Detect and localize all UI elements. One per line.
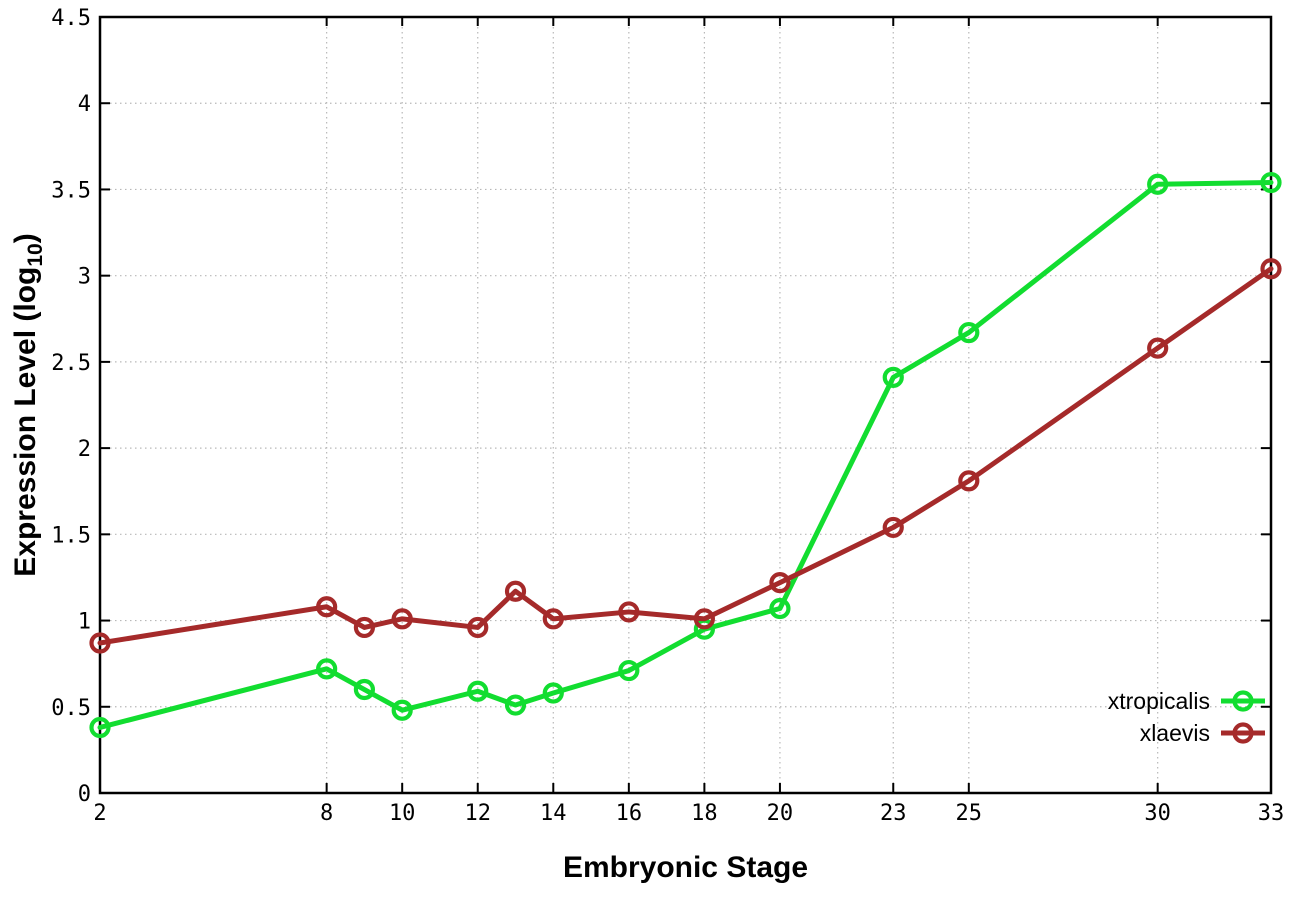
data-point-marker-xtropicalis [1147, 173, 1169, 195]
data-point-marker-xtropicalis [958, 321, 980, 344]
data-point-marker-xtropicalis [391, 699, 413, 721]
x-tick-label: 30 [1144, 801, 1171, 826]
series-xtropicalis [89, 171, 1282, 739]
data-point-marker-xtropicalis [882, 366, 904, 389]
data-point-marker-xtropicalis [353, 678, 376, 701]
legend-marker-icon [1232, 722, 1254, 744]
data-point-marker-xtropicalis [504, 694, 527, 716]
x-tick-label: 20 [767, 801, 794, 826]
x-tick-label: 12 [464, 801, 491, 826]
data-point-marker-xlaevis [958, 470, 980, 492]
y-tick-label: 1.5 [51, 523, 91, 548]
data-point-marker-xlaevis [769, 572, 791, 594]
data-point-marker-xtropicalis [1260, 171, 1282, 194]
gridlines [100, 17, 1271, 793]
legend-label-xlaevis: xlaevis [1140, 720, 1210, 746]
y-tick-label: 2 [78, 437, 91, 462]
x-tick-label: 18 [691, 801, 718, 826]
data-point-marker-xlaevis [542, 608, 564, 630]
plot-border [98, 15, 1273, 795]
x-tick-label: 10 [389, 801, 416, 826]
y-tick-label: 1 [78, 610, 91, 635]
y-axis-title-main: Expression Level (log [9, 267, 42, 577]
y-tick-label: 4.5 [51, 6, 91, 31]
legend-entry-xtropicalis: xtropicalis [1108, 688, 1265, 714]
x-tick-label: 33 [1258, 801, 1285, 826]
legend-marker-icon [1232, 690, 1254, 712]
data-point-marker-xlaevis [504, 580, 527, 602]
y-axis-title: Expression Level (log10) [9, 233, 47, 576]
data-point-marker-xlaevis [1147, 337, 1169, 359]
x-tick-label: 2 [93, 801, 106, 826]
y-tick-label: 0.5 [51, 696, 91, 721]
y-tick-label: 3 [78, 265, 91, 290]
y-tick-label: 4 [78, 92, 91, 117]
data-point-marker-xtropicalis [769, 597, 791, 620]
data-point-marker-xlaevis [1260, 258, 1282, 280]
x-tick-label: 23 [880, 801, 907, 826]
data-point-marker-xlaevis [391, 608, 413, 630]
data-point-marker-xlaevis [693, 608, 715, 630]
x-axis-title: Embryonic Stage [563, 851, 808, 884]
y-axis-title-close: ) [9, 233, 42, 243]
data-point-marker-xtropicalis [618, 659, 640, 682]
series-xlaevis-line [97, 266, 1274, 646]
x-tick-label: 16 [616, 801, 643, 826]
data-point-marker-xlaevis [316, 596, 338, 618]
y-tick-label: 0 [78, 782, 91, 807]
data-point-marker-xlaevis [89, 632, 111, 654]
series-xlaevis [89, 258, 1282, 654]
x-tick-label: 25 [956, 801, 983, 826]
legend-label-xtropicalis: xtropicalis [1108, 688, 1210, 714]
y-tick-label: 3.5 [51, 178, 91, 203]
y-tick-label: 2.5 [51, 351, 91, 376]
y-axis-title-subscript: 10 [24, 243, 47, 266]
data-point-marker-xtropicalis [316, 658, 338, 680]
legend: xtropicalis xlaevis [1108, 688, 1265, 746]
data-point-marker-xtropicalis [89, 716, 111, 739]
x-tick-label: 8 [320, 801, 333, 826]
data-point-marker-xtropicalis [542, 682, 564, 704]
data-point-marker-xlaevis [618, 601, 640, 623]
legend-entry-xlaevis: xlaevis [1140, 720, 1265, 746]
data-point-marker-xlaevis [353, 616, 376, 639]
data-point-marker-xtropicalis [467, 680, 489, 702]
series-xtropicalis-line [97, 180, 1274, 730]
tick-marks [99, 16, 1272, 794]
data-point-marker-xlaevis [882, 516, 904, 539]
x-tick-label: 14 [540, 801, 567, 826]
data-point-marker-xlaevis [467, 616, 489, 639]
